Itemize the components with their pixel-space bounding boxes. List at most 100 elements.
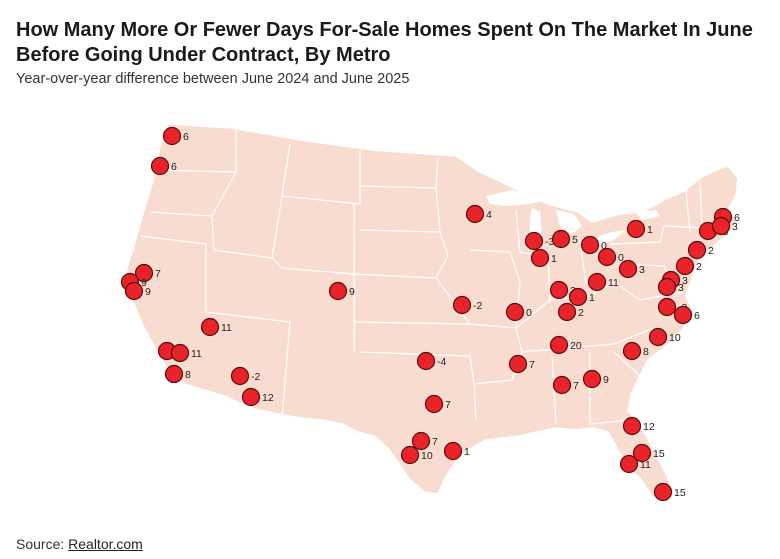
metro-marker[interactable]: 6	[162, 126, 190, 146]
metro-marker[interactable]: -3	[524, 231, 555, 251]
metro-marker[interactable]: 1	[443, 441, 471, 461]
metro-marker[interactable]: 8	[622, 341, 650, 361]
metro-marker-dot[interactable]	[657, 297, 677, 317]
metro-marker[interactable]: 12	[241, 387, 274, 407]
metro-marker[interactable]: 7	[552, 375, 580, 395]
metro-marker[interactable]: 3	[618, 259, 646, 279]
metro-marker-label: -2	[251, 371, 260, 383]
metro-marker[interactable]: 11	[170, 343, 203, 363]
metro-marker[interactable]: 1	[530, 248, 558, 268]
metro-marker[interactable]: 11	[619, 454, 652, 474]
metro-marker-dot[interactable]	[200, 317, 220, 337]
metro-marker-dot[interactable]	[582, 369, 602, 389]
metro-marker-dot[interactable]	[400, 445, 420, 465]
metro-marker-label: 9	[349, 286, 355, 298]
metro-marker-dot[interactable]	[424, 394, 444, 414]
metro-marker[interactable]: 9	[124, 281, 152, 301]
metro-marker-label: 2	[708, 245, 714, 257]
metro-marker-dot[interactable]	[673, 305, 693, 325]
metro-marker-dot[interactable]	[549, 335, 569, 355]
metro-marker-dot[interactable]	[230, 366, 250, 386]
metro-marker[interactable]: 1	[626, 219, 654, 239]
metro-marker[interactable]: 6	[150, 156, 178, 176]
metro-marker-dot[interactable]	[568, 287, 588, 307]
metro-marker[interactable]: -2	[452, 295, 483, 315]
metro-marker-label: 12	[643, 421, 655, 433]
metro-marker[interactable]: 10	[648, 327, 681, 347]
metro-marker-dot[interactable]	[328, 281, 348, 301]
metro-marker[interactable]: -4	[416, 351, 447, 371]
metro-marker-dot[interactable]	[619, 454, 639, 474]
metro-marker-label: 12	[262, 392, 274, 404]
metro-marker[interactable]: 3	[711, 216, 739, 236]
metro-marker-dot[interactable]	[162, 126, 182, 146]
metro-marker-dot[interactable]	[551, 229, 571, 249]
metro-marker[interactable]: 0	[580, 235, 608, 255]
metro-marker-dot[interactable]	[653, 482, 673, 502]
metro-marker[interactable]: 4	[465, 204, 493, 224]
metro-marker[interactable]: 2	[687, 240, 715, 260]
metro-marker-dot[interactable]	[618, 259, 638, 279]
metro-marker-dot[interactable]	[443, 441, 463, 461]
metro-marker[interactable]: 7	[411, 431, 439, 451]
metro-marker[interactable]: 8	[164, 364, 192, 384]
metro-marker-dot[interactable]	[622, 416, 642, 436]
metro-marker-dot[interactable]	[150, 156, 170, 176]
metro-marker[interactable]: -2	[230, 366, 261, 386]
metro-marker[interactable]: 15	[632, 443, 665, 463]
metro-marker[interactable]: 11	[200, 317, 233, 337]
metro-marker[interactable]: 2	[675, 256, 703, 276]
metro-marker-dot[interactable]	[505, 302, 525, 322]
metro-marker-dot[interactable]	[587, 272, 607, 292]
metro-marker[interactable]: 20	[549, 335, 582, 355]
metro-marker-dot[interactable]	[687, 240, 707, 260]
metro-marker-dot[interactable]	[508, 354, 528, 374]
metro-marker[interactable]: 2	[557, 302, 585, 322]
source-link[interactable]: Realtor.com	[68, 536, 143, 552]
metro-marker-dot[interactable]	[411, 431, 431, 451]
metro-marker[interactable]: 7	[508, 354, 536, 374]
metro-marker-dot[interactable]	[134, 263, 154, 283]
metro-marker-dot[interactable]	[524, 231, 544, 251]
metro-marker[interactable]: 0	[505, 302, 533, 322]
metro-marker[interactable]: 0	[597, 247, 625, 267]
metro-marker-dot[interactable]	[632, 443, 652, 463]
metro-marker-dot[interactable]	[416, 351, 436, 371]
metro-marker[interactable]: 5	[551, 229, 579, 249]
metro-marker-dot[interactable]	[170, 343, 190, 363]
metro-marker-dot[interactable]	[164, 364, 184, 384]
metro-marker[interactable]: 12	[622, 416, 655, 436]
metro-marker-dot[interactable]	[711, 216, 731, 236]
metro-marker-label: 20	[570, 340, 582, 352]
metro-marker-dot[interactable]	[549, 280, 569, 300]
metro-marker[interactable]: 1	[568, 287, 596, 307]
metro-marker-label: 11	[221, 322, 232, 334]
metro-marker[interactable]: 9	[328, 281, 356, 301]
metro-marker-dot[interactable]	[465, 204, 485, 224]
metro-marker-label: 4	[486, 209, 492, 221]
metro-marker-dot[interactable]	[241, 387, 261, 407]
metro-marker-dot[interactable]	[657, 277, 677, 297]
metro-marker-dot[interactable]	[597, 247, 617, 267]
metro-marker-dot[interactable]	[580, 235, 600, 255]
metro-marker-dot[interactable]	[626, 219, 646, 239]
metro-marker[interactable]: 9	[582, 369, 610, 389]
metro-marker-dot[interactable]	[452, 295, 472, 315]
metro-marker[interactable]: 15	[653, 482, 686, 502]
metro-marker[interactable]: 10	[400, 445, 433, 465]
metro-marker-dot[interactable]	[557, 302, 577, 322]
metro-marker-label: 1	[464, 446, 470, 458]
source-note: Source: Realtor.com	[16, 536, 143, 552]
metro-marker-dot[interactable]	[648, 327, 668, 347]
metro-marker[interactable]: 7	[424, 394, 452, 414]
metro-marker-dot[interactable]	[124, 281, 144, 301]
metro-marker[interactable]: 3	[657, 277, 685, 297]
metro-marker-label: -4	[437, 356, 446, 368]
metro-marker-dot[interactable]	[622, 341, 642, 361]
metro-marker[interactable]: 7	[134, 263, 162, 283]
metro-marker[interactable]: 11	[587, 272, 620, 292]
metro-marker-dot[interactable]	[530, 248, 550, 268]
metro-marker-dot[interactable]	[675, 256, 695, 276]
metro-marker[interactable]: 6	[673, 305, 701, 325]
metro-marker-dot[interactable]	[552, 375, 572, 395]
